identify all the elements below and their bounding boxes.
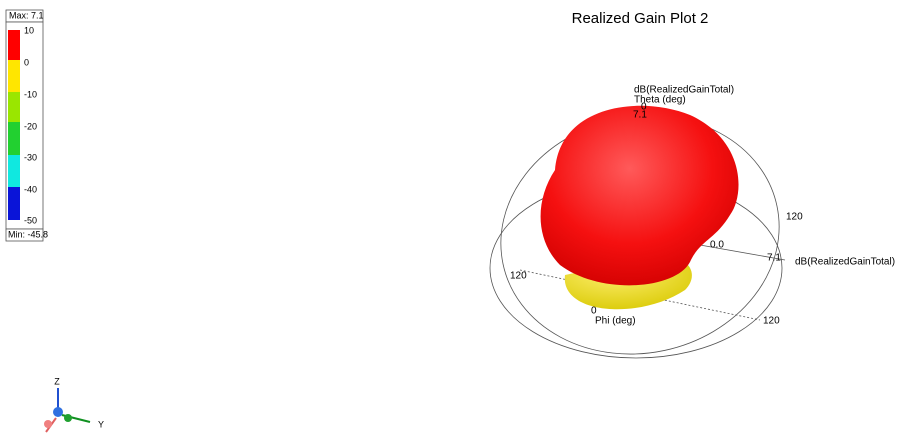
legend-tick: 0 [24, 57, 29, 67]
legend-band [8, 187, 20, 220]
annotation: dB(RealizedGainTotal) [634, 85, 734, 96]
triad-node [64, 414, 72, 422]
legend-tick: 10 [24, 25, 34, 35]
annotation: Theta (deg) [634, 95, 686, 106]
legend-band [8, 155, 20, 187]
pattern-3d [489, 105, 786, 359]
triad-label: Y [98, 419, 104, 429]
legend-tick: -10 [24, 89, 37, 99]
annotation: 120 [786, 212, 803, 223]
legend-tick: -40 [24, 184, 37, 194]
legend-tick: -30 [24, 152, 37, 162]
annotation: Phi (deg) [595, 316, 636, 327]
axis-triad: Z Y [44, 376, 104, 433]
legend-max: Max: 7.1 [9, 10, 44, 20]
legend-band [8, 122, 20, 155]
annotation: 0 [641, 102, 647, 113]
legend-min: Min: -45.8 [8, 229, 48, 239]
axis-line [519, 269, 761, 321]
annotation: 0 [591, 306, 597, 317]
annotation: 7.1 [633, 110, 647, 121]
legend-band [8, 60, 20, 92]
plot-title: Realized Gain Plot 2 [572, 10, 709, 27]
annotation: 120 [763, 316, 780, 327]
annotation: 7.1 [767, 253, 781, 264]
annotation: 120 [510, 271, 527, 282]
triad-node [44, 420, 52, 428]
legend-tick: -50 [24, 215, 37, 225]
pattern-annotations: dB(RealizedGainTotal) Theta (deg) 0 7.1 … [510, 85, 895, 327]
legend-band [8, 92, 20, 122]
annotation: 0.0 [710, 240, 724, 251]
radial-axis [699, 244, 786, 261]
legend-tick: -20 [24, 121, 37, 131]
legend-band [8, 30, 20, 60]
triad-label: Z [54, 376, 60, 386]
legend-min-box [5, 228, 44, 242]
triad-node [53, 407, 63, 417]
annotation: dB(RealizedGainTotal) [795, 257, 895, 268]
pattern-main-lobe [540, 105, 739, 286]
color-legend: Max: 7.1 10 0 -10 -20 -30 -40 -50 Min: -… [5, 9, 48, 242]
